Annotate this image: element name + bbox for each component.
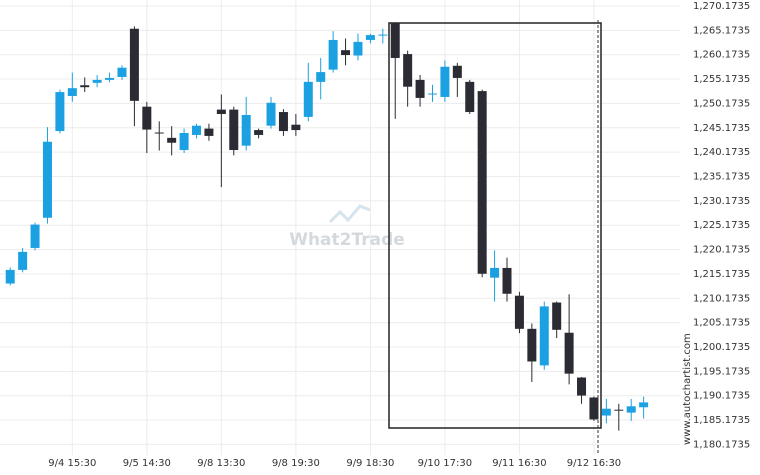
candle-body	[105, 77, 115, 80]
candle-body	[316, 72, 326, 82]
candle-body	[378, 34, 388, 36]
y-tick-label: 1,190.1735	[693, 391, 750, 402]
candle-body	[390, 22, 400, 58]
candle-body	[440, 66, 450, 97]
candle-body	[415, 79, 425, 98]
candle-body	[192, 125, 202, 135]
x-tick-label: 9/9 18:30	[346, 458, 394, 469]
grid	[0, 0, 680, 455]
candle-body	[614, 409, 624, 411]
y-tick-label: 1,265.1735	[693, 25, 750, 36]
candle-body	[502, 267, 512, 294]
candle-body	[626, 406, 636, 413]
watermark-logo	[328, 204, 371, 224]
candle-body	[465, 81, 475, 113]
candle-body	[67, 88, 77, 96]
candle-body	[229, 109, 239, 151]
y-tick-label: 1,250.1735	[693, 98, 750, 109]
candle-body	[552, 302, 562, 330]
y-tick-label: 1,195.1735	[693, 366, 750, 377]
x-tick-label: 9/4 15:30	[48, 458, 96, 469]
y-tick-label: 1,260.1735	[693, 50, 750, 61]
candle-body	[601, 408, 611, 416]
candle-body	[254, 130, 264, 135]
y-tick-label: 1,245.1735	[693, 123, 750, 134]
candle-body	[216, 109, 226, 114]
y-tick-label: 1,220.1735	[693, 245, 750, 256]
candle-body	[514, 295, 524, 329]
y-tick-label: 1,210.1735	[693, 293, 750, 304]
x-tick-label: 9/12 16:30	[567, 458, 621, 469]
candle-body	[589, 397, 599, 420]
candle-body	[427, 93, 437, 95]
candle-body	[490, 267, 500, 278]
candle-body	[167, 137, 177, 143]
candle-body	[278, 112, 288, 132]
candle-body	[266, 102, 276, 126]
y-tick-label: 1,200.1735	[693, 342, 750, 353]
candle-body	[204, 128, 214, 136]
candle-body	[403, 54, 413, 87]
x-tick-label: 9/10 17:30	[418, 458, 472, 469]
logo-line	[328, 204, 371, 224]
y-tick-label: 1,230.1735	[693, 196, 750, 207]
x-tick-label: 9/8 19:30	[272, 458, 320, 469]
candle-body	[30, 224, 40, 248]
y-tick-label: 1,215.1735	[693, 269, 750, 280]
candle-body	[80, 85, 90, 88]
y-tick-label: 1,235.1735	[693, 171, 750, 182]
candle-body	[303, 81, 313, 117]
candle-body	[328, 39, 338, 70]
x-tick-label: 9/5 14:30	[123, 458, 171, 469]
candle-body	[527, 328, 537, 362]
candle-body	[564, 332, 574, 374]
y-tick-label: 1,185.1735	[693, 415, 750, 426]
y-tick-label: 1,225.1735	[693, 220, 750, 231]
candle-body	[452, 65, 462, 78]
candle-body	[241, 114, 251, 146]
candle-body	[129, 28, 139, 101]
candle-body	[92, 79, 102, 83]
x-tick-label: 9/8 13:30	[197, 458, 245, 469]
y-tick-label: 1,240.1735	[693, 147, 750, 158]
candle-body	[55, 92, 65, 132]
candle-body	[477, 91, 487, 274]
candle-body	[353, 41, 363, 56]
candle-body	[539, 306, 549, 366]
candle-body	[42, 141, 52, 218]
candle-body	[179, 132, 189, 151]
pattern-box	[388, 22, 602, 429]
watermark: What2Trade	[289, 230, 405, 250]
y-tick-label: 1,255.1735	[693, 74, 750, 85]
source-label: www.autochartist.com	[682, 333, 693, 445]
candle-body	[5, 269, 15, 284]
candle-body	[154, 132, 164, 134]
candle-body	[577, 377, 587, 396]
candle-body	[18, 251, 28, 270]
candle-body	[291, 124, 301, 131]
candle-body	[639, 402, 649, 408]
candle-body	[142, 106, 152, 130]
x-tick-label: 9/11 16:30	[492, 458, 546, 469]
y-tick-label: 1,180.1735	[693, 439, 750, 450]
candle-body	[341, 50, 351, 56]
y-tick-label: 1,270.1735	[693, 1, 750, 12]
candle-body	[365, 35, 375, 40]
y-tick-label: 1,205.1735	[693, 318, 750, 329]
candle-body	[117, 67, 127, 77]
